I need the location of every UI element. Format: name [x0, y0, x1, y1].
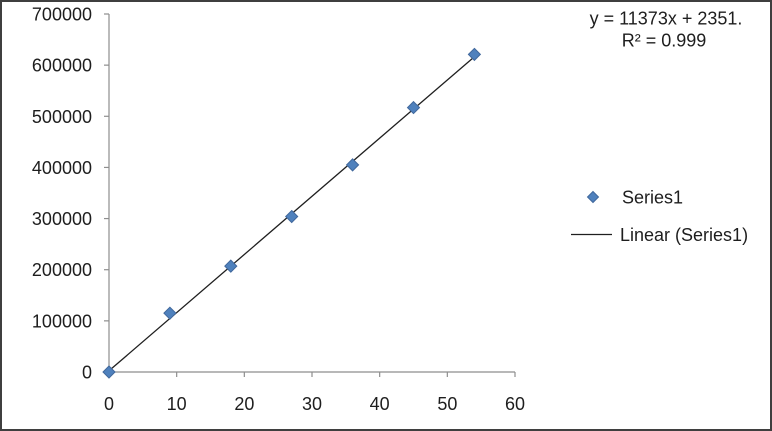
- data-point-marker[interactable]: [345, 158, 360, 172]
- y-tick-label: 300000: [32, 209, 92, 229]
- y-tick-label: 500000: [32, 107, 92, 127]
- data-point-marker[interactable]: [406, 100, 421, 115]
- x-tick-label: 60: [505, 394, 525, 414]
- y-tick-label: 0: [82, 363, 92, 383]
- data-point-marker[interactable]: [224, 259, 238, 273]
- x-tick-label: 0: [104, 394, 114, 414]
- y-tick-label: 400000: [32, 158, 92, 178]
- y-tick-label: 100000: [32, 311, 92, 331]
- x-tick-label: 50: [437, 394, 457, 414]
- data-point-marker[interactable]: [467, 47, 482, 62]
- y-tick-label: 600000: [32, 56, 92, 76]
- r-squared-label[interactable]: R² = 0.999: [622, 31, 707, 51]
- trendline-equation[interactable]: y = 11373x + 2351.: [590, 9, 743, 29]
- legend-series-label[interactable]: Series1: [622, 188, 683, 208]
- data-point-marker[interactable]: [102, 365, 116, 379]
- x-tick-label: 10: [167, 394, 187, 414]
- data-point-marker[interactable]: [284, 209, 299, 224]
- y-tick-label: 700000: [32, 5, 92, 25]
- legend-series-diamond-icon[interactable]: [586, 190, 600, 204]
- data-point-marker[interactable]: [163, 306, 177, 320]
- legend-trendline-label[interactable]: Linear (Series1): [620, 225, 748, 245]
- y-tick-label: 200000: [32, 260, 92, 280]
- x-tick-label: 20: [234, 394, 254, 414]
- x-tick-label: 40: [370, 394, 390, 414]
- x-tick-label: 30: [302, 394, 322, 414]
